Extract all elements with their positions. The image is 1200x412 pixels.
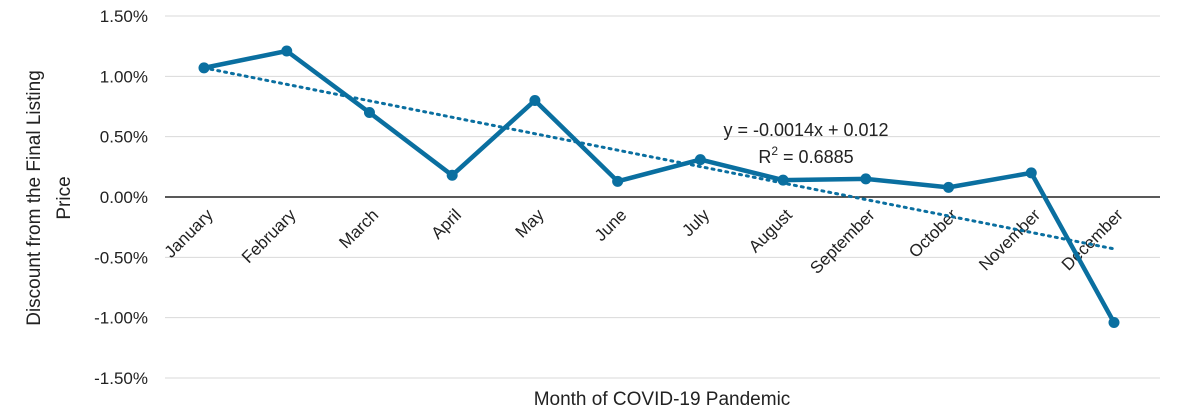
x-tick-label: May: [512, 205, 548, 241]
data-point: [446, 169, 458, 181]
y-tick-labels: 1.50% 1.00% 0.50% 0.00% -0.50% -1.00% -1.50%: [94, 7, 148, 388]
x-tick-label: November: [975, 205, 1044, 274]
y-tick-label: 1.50%: [100, 7, 148, 26]
series-line: [203, 48, 1116, 324]
data-point: [860, 173, 872, 185]
y-tick-label: 0.00%: [100, 188, 148, 207]
data-point: [281, 45, 293, 57]
r2-exponent: 2: [771, 144, 778, 158]
data-point: [529, 94, 541, 106]
x-tick-label: August: [745, 205, 796, 256]
data-point: [694, 154, 706, 166]
data-point: [612, 175, 624, 187]
trendline: [202, 66, 1116, 251]
x-tick-label: July: [678, 205, 713, 240]
y-axis-title-line1: Discount from the Final Listing: [24, 70, 45, 326]
trendline-equation: y = -0.0014x + 0.012: [723, 120, 888, 140]
y-tick-label: 1.00%: [100, 67, 148, 86]
data-point: [777, 174, 789, 186]
data-point: [363, 107, 375, 119]
r2-value: = 0.6885: [778, 147, 854, 167]
data-point: [1108, 316, 1120, 328]
data-point: [198, 62, 210, 74]
y-tick-label: -0.50%: [94, 248, 148, 267]
gridlines: [165, 15, 1160, 379]
trendline-r2: R2 = 0.6885: [758, 144, 853, 167]
data-point: [1025, 167, 1037, 179]
y-tick-label: 0.50%: [100, 128, 148, 147]
x-axis-title: Month of COVID-19 Pandemic: [534, 389, 791, 410]
y-axis-title: Discount from the Final Listing Price: [24, 70, 75, 326]
x-tick-label: January: [161, 205, 218, 262]
data-point: [943, 181, 955, 193]
r2-base: R: [758, 147, 771, 167]
data-points: [198, 45, 1120, 328]
y-axis-title-line2: Price: [54, 176, 75, 219]
x-tick-label: March: [335, 205, 382, 252]
y-tick-label: -1.00%: [94, 309, 148, 328]
x-tick-label: June: [591, 205, 631, 245]
x-tick-label: September: [806, 205, 878, 277]
x-tick-labels: January February March April May June July Augu…: [161, 205, 1127, 278]
y-tick-label: -1.50%: [94, 369, 148, 388]
x-tick-label: April: [428, 205, 465, 242]
